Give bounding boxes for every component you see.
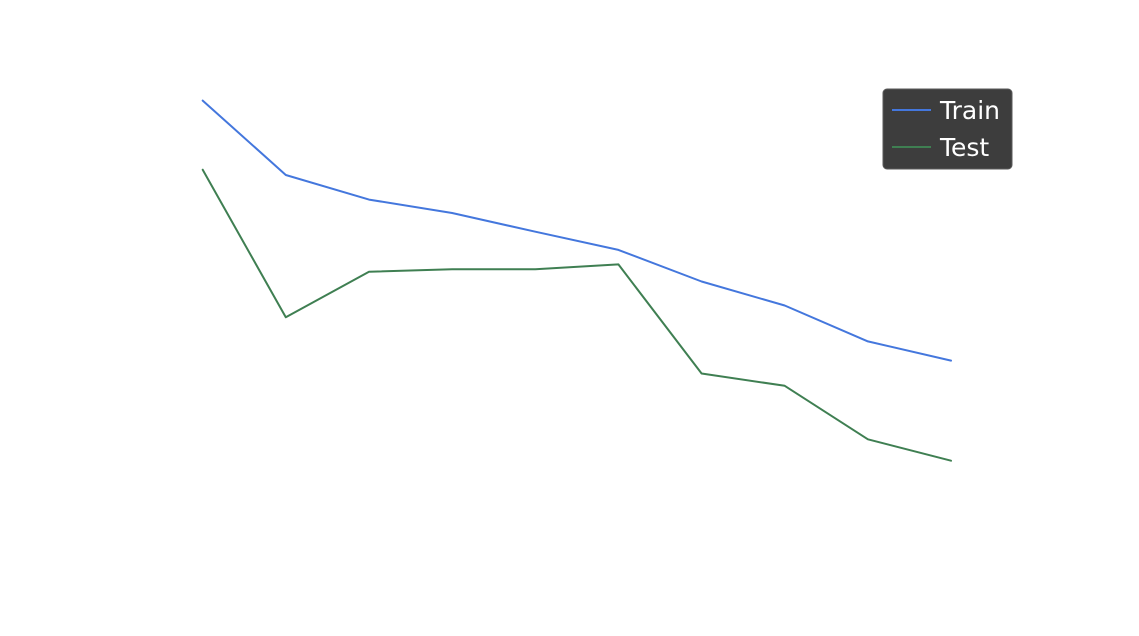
- series-line-test: [201, 168, 952, 462]
- legend-label-test: Test: [939, 133, 989, 162]
- plot-area: [201, 99, 952, 462]
- legend: Train Test: [882, 88, 1013, 170]
- legend-label-train: Train: [939, 96, 1000, 125]
- series-line-train: [201, 99, 952, 362]
